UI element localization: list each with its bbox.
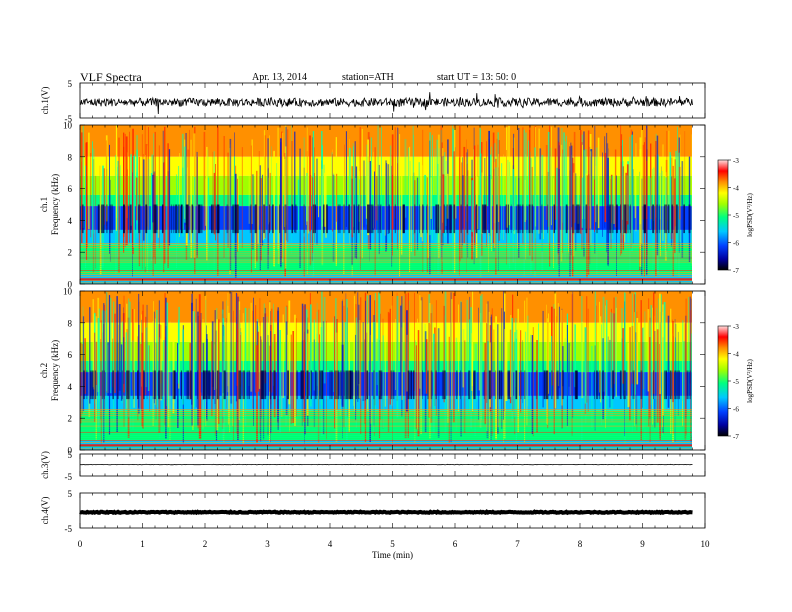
ch1-ytick-2: 2 — [68, 248, 73, 258]
start-time-label: start UT = 13: 50: 0 — [437, 72, 517, 83]
xaxis-label: Time (min) — [372, 550, 413, 560]
ch2-colorbar — [717, 325, 729, 437]
ch2-ytick-10: 10 — [63, 287, 73, 297]
xtick-4: 4 — [328, 539, 333, 549]
ch2-colorbar-tick-m5: -5 — [733, 378, 739, 386]
ch2-channel-label: ch.2 — [39, 363, 49, 378]
xtick-8: 8 — [578, 539, 583, 549]
ch2-colorbar-label: logPSD(V²/Hz) — [746, 358, 754, 402]
ch1-ytick-top: 5 — [68, 79, 73, 89]
ch1-ytick-8: 8 — [68, 152, 73, 162]
ch1-spectrogram-image — [80, 125, 692, 284]
ch1-trace — [79, 92, 693, 115]
xtick-2: 2 — [203, 539, 208, 549]
xtick-9: 9 — [640, 539, 645, 549]
ch2-colorbar-tick-m7: -7 — [733, 433, 739, 441]
ch3-trace — [80, 463, 693, 466]
date-label: Apr. 13, 2014 — [252, 72, 307, 83]
ch4-ytick-top: 5 — [68, 489, 73, 499]
ch1-colorbar-tick-m3: -3 — [733, 157, 739, 165]
ch2-ytick-8: 8 — [68, 318, 73, 328]
ch2-frequency-label: Frequency (kHz) — [50, 340, 60, 401]
ch1-colorbar-label: logPSD(V²/Hz) — [746, 192, 754, 236]
ch1-ytick-6: 6 — [68, 184, 73, 194]
ch1-colorbar-tick-m7: -7 — [733, 267, 739, 275]
xtick-1: 1 — [140, 539, 145, 549]
ch4-ytick-bottom: -5 — [65, 524, 73, 534]
ch2-colorbar-tick-m4: -4 — [733, 351, 739, 359]
ch3-ytick-top: 5 — [68, 450, 73, 460]
ch1-ytick-0: 0 — [68, 280, 73, 290]
ch4-ylabel: ch.4(V) — [40, 497, 50, 525]
ch3-ylabel: ch.3(V) — [40, 451, 50, 479]
ch1-ytick-4: 4 — [68, 216, 73, 226]
ch2-spectrogram-image — [80, 291, 692, 450]
ch4-trace — [79, 509, 693, 516]
ch2-ytick-6: 6 — [68, 350, 73, 360]
ch2-ytick-0: 0 — [68, 446, 73, 456]
figure-title: VLF Spectra — [80, 70, 142, 84]
ch1-ytick-10: 10 — [63, 121, 73, 131]
ch1-ylabel: ch.1(V) — [40, 87, 50, 115]
xtick-10: 10 — [701, 539, 711, 549]
xtick-6: 6 — [453, 539, 458, 549]
ch1-frequency-label: Frequency (kHz) — [50, 174, 60, 235]
ch2-colorbar-tick-m6: -6 — [733, 406, 739, 414]
xtick-0: 0 — [78, 539, 83, 549]
ch2-colorbar-tick-m3: -3 — [733, 323, 739, 331]
ch1-channel-label: ch.1 — [39, 197, 49, 212]
ch1-colorbar-tick-m5: -5 — [733, 212, 739, 220]
xtick-5: 5 — [390, 539, 395, 549]
xtick-7: 7 — [515, 539, 520, 549]
station-label: station=ATH — [342, 72, 394, 83]
ch2-ytick-2: 2 — [68, 414, 73, 424]
ch1-ytick-bottom: -5 — [65, 114, 73, 124]
ch2-ytick-4: 4 — [68, 382, 73, 392]
ch1-colorbar — [717, 159, 729, 271]
ch1-colorbar-tick-m4: -4 — [733, 185, 739, 193]
ch3-ytick-bottom: -5 — [65, 472, 73, 482]
xtick-3: 3 — [265, 539, 270, 549]
ch1-colorbar-tick-m6: -6 — [733, 240, 739, 248]
